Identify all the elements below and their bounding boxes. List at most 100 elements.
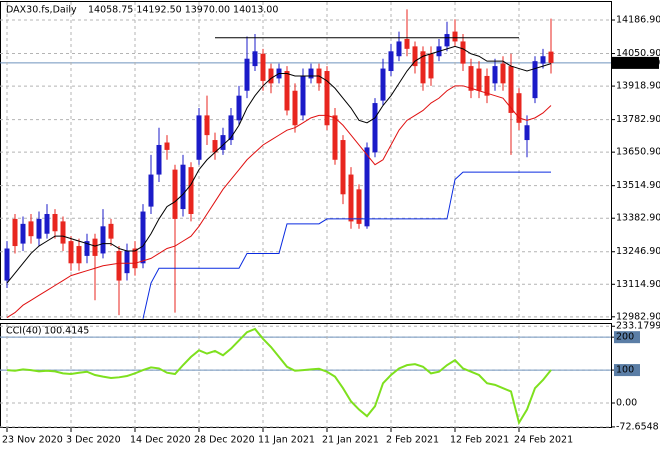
candle-body <box>452 31 458 42</box>
candle-body <box>212 140 218 153</box>
candle-body <box>348 174 354 222</box>
candle-body <box>364 147 370 227</box>
y-tick-label: 13650.90 <box>616 147 660 158</box>
candle-body <box>68 241 74 264</box>
y-tick-label: 14050.90 <box>616 48 660 59</box>
price-panel-frame <box>0 1 612 320</box>
candle-body <box>60 221 66 244</box>
y-tick-label: 12982.90 <box>616 311 660 322</box>
candle-body <box>188 167 194 214</box>
candle-body <box>244 58 250 91</box>
y-tick-label: 200 <box>616 332 634 343</box>
candle-body <box>356 189 362 224</box>
candle-body <box>228 115 234 141</box>
candle-body <box>540 56 546 64</box>
candle-body <box>396 41 402 57</box>
y-tick-label: 0.00 <box>616 397 637 408</box>
labels: DAX30.fs,Daily 14058.75 14192.50 13970.0… <box>2 5 660 446</box>
indicator-line <box>6 85 552 318</box>
candle-body <box>12 218 18 247</box>
candle-body <box>52 214 58 232</box>
candle-body <box>308 68 314 79</box>
chart-title: DAX30.fs,Daily <box>6 5 77 16</box>
candle-body <box>468 66 474 91</box>
candle-body <box>132 248 138 269</box>
candle-body <box>164 142 170 150</box>
y-tick-label: 233.1799 <box>616 321 660 332</box>
y-tick-label: 14186.90 <box>616 15 660 26</box>
y-tick-label: 13514.90 <box>616 180 660 191</box>
candle-body <box>372 103 378 153</box>
y-tick-label: 13782.90 <box>616 114 660 125</box>
candle-body <box>196 115 202 160</box>
candle-body <box>220 135 226 150</box>
indicator-value: 100.4145 <box>44 326 89 337</box>
candle-body <box>252 51 258 67</box>
candle-body <box>92 238 98 256</box>
candle-body <box>100 226 106 254</box>
y-tick-box <box>614 331 640 344</box>
candle-body <box>380 68 386 101</box>
x-tick-label: 28 Dec 2020 <box>194 435 255 446</box>
y-tick-label: 13918.90 <box>616 81 660 92</box>
candle-body <box>20 223 26 244</box>
x-tick-label: 21 Jan 2021 <box>322 435 379 446</box>
y-tick-label: 13382.90 <box>616 213 660 224</box>
y-tick-label: 13114.90 <box>616 279 660 290</box>
candle-body <box>140 211 146 264</box>
indicator-title: CCI(40) <box>6 326 42 337</box>
candle-body <box>36 218 42 239</box>
candle-body <box>524 125 530 141</box>
current-price-label: 14013.00 <box>615 57 660 68</box>
x-tick-label: 24 Feb 2021 <box>514 435 573 446</box>
candle-body <box>44 214 50 234</box>
candle-body <box>484 75 490 96</box>
candle-body <box>148 174 154 207</box>
candle-body <box>124 250 130 274</box>
x-tick-label: 2 Feb 2021 <box>386 435 439 446</box>
y-tick-label: 100 <box>616 365 634 376</box>
candle-body <box>260 53 266 81</box>
plot <box>4 9 554 426</box>
candle-body <box>388 51 394 72</box>
candle-body <box>292 90 298 126</box>
candle-body <box>340 140 346 195</box>
candle-body <box>420 51 426 84</box>
indicator-line <box>142 171 551 319</box>
candle-body <box>332 115 338 160</box>
y-tick-label: 13246.90 <box>616 246 660 257</box>
candle-body <box>428 53 434 79</box>
candle-body <box>116 250 122 281</box>
candle-body <box>4 248 10 281</box>
candle-body <box>548 51 554 63</box>
candle-body <box>500 63 506 84</box>
y-tick-label: -72.6548 <box>616 421 659 432</box>
candle-body <box>404 38 410 49</box>
x-tick-label: 12 Feb 2021 <box>450 435 509 446</box>
candle-body <box>236 95 242 121</box>
candle-body <box>204 115 210 136</box>
candle-body <box>180 164 186 210</box>
indicator-line <box>6 327 552 426</box>
candle-body <box>412 46 418 67</box>
candle-body <box>508 66 514 113</box>
current-price-box <box>612 56 659 69</box>
candle-body <box>156 144 162 175</box>
candle-body <box>284 71 290 111</box>
cci-panel-frame <box>0 323 612 428</box>
candle-body <box>324 71 330 126</box>
candle-body <box>108 223 114 239</box>
candle-body <box>532 61 538 99</box>
candle-body <box>460 41 466 64</box>
candle-body <box>476 68 482 91</box>
x-tick-label: 23 Nov 2020 <box>2 435 63 446</box>
candle-body <box>300 75 306 116</box>
candle-body <box>492 66 498 84</box>
x-tick-label: 11 Jan 2021 <box>258 435 315 446</box>
candle-body <box>172 169 178 219</box>
candle-body <box>444 34 450 47</box>
y-tick-box <box>614 364 640 377</box>
candle-body <box>516 93 522 123</box>
